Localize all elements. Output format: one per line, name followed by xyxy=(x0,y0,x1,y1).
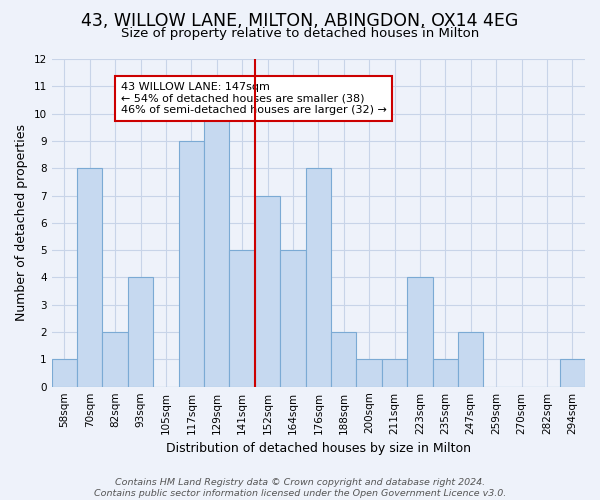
Bar xyxy=(305,168,331,386)
Bar xyxy=(382,360,407,386)
Text: Contains HM Land Registry data © Crown copyright and database right 2024.
Contai: Contains HM Land Registry data © Crown c… xyxy=(94,478,506,498)
Bar xyxy=(433,360,458,386)
X-axis label: Distribution of detached houses by size in Milton: Distribution of detached houses by size … xyxy=(166,442,471,455)
Bar xyxy=(407,278,433,386)
Bar xyxy=(229,250,255,386)
Bar xyxy=(77,168,103,386)
Y-axis label: Number of detached properties: Number of detached properties xyxy=(15,124,28,322)
Bar xyxy=(179,141,204,386)
Text: 43, WILLOW LANE, MILTON, ABINGDON, OX14 4EG: 43, WILLOW LANE, MILTON, ABINGDON, OX14 … xyxy=(82,12,518,30)
Bar xyxy=(52,360,77,386)
Bar xyxy=(255,196,280,386)
Bar xyxy=(204,114,229,386)
Bar xyxy=(128,278,153,386)
Bar xyxy=(356,360,382,386)
Bar xyxy=(103,332,128,386)
Text: 43 WILLOW LANE: 147sqm
← 54% of detached houses are smaller (38)
46% of semi-det: 43 WILLOW LANE: 147sqm ← 54% of detached… xyxy=(121,82,387,115)
Bar xyxy=(560,360,585,386)
Bar xyxy=(280,250,305,386)
Bar xyxy=(331,332,356,386)
Bar xyxy=(458,332,484,386)
Text: Size of property relative to detached houses in Milton: Size of property relative to detached ho… xyxy=(121,28,479,40)
